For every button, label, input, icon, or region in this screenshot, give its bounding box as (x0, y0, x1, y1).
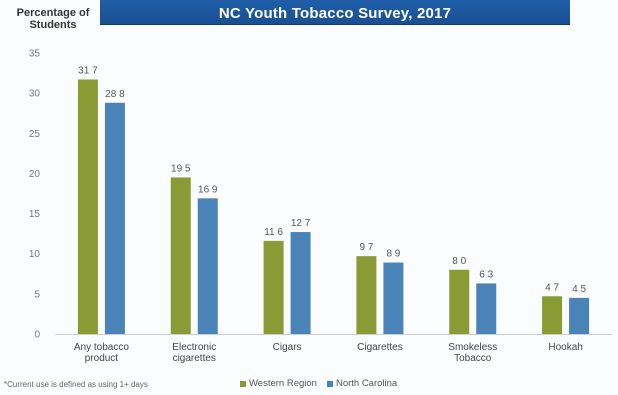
data-label-any-tobacco-product-western-region: 31 7 (78, 65, 98, 76)
footnote: *Current use is defined as using 1+ days (4, 380, 148, 389)
bar-hookah-north-carolina (569, 297, 590, 334)
bar-any-tobacco-product-western-region (77, 79, 98, 334)
data-label-hookah-western-region: 4 7 (545, 282, 559, 293)
legend-item-north-carolina: North Carolina (326, 378, 398, 389)
legend-swatch-north-carolina (326, 380, 333, 387)
data-label-cigars-north-carolina: 12 7 (291, 218, 311, 229)
bar-cigars-western-region (263, 240, 284, 334)
x-tick-label-any-tobacco-product: Any tobacco product (74, 342, 129, 364)
x-tick-label-cigars: Cigars (273, 342, 302, 353)
legend: Western Region North Carolina (240, 378, 397, 389)
x-tick-label-smokeless-tobacco: Smokeless Tobacco (448, 342, 497, 364)
y-tick-label-10: 10 (29, 249, 41, 260)
x-tick-label-line: Any tobacco (74, 342, 129, 353)
bar-electronic-cigarettes-western-region (170, 177, 191, 334)
data-label-any-tobacco-product-north-carolina: 28 8 (105, 89, 125, 100)
x-tick-label-line: Smokeless (448, 342, 497, 353)
data-label-cigarettes-north-carolina: 8 9 (386, 249, 400, 260)
y-tick-label-35: 35 (29, 49, 41, 60)
bar-any-tobacco-product-north-carolina (104, 102, 125, 334)
y-tick-label-25: 25 (29, 129, 41, 140)
y-tick-label-0: 0 (34, 330, 40, 341)
y-tick-label-15: 15 (29, 209, 41, 220)
legend-label-western-region: Western Region (249, 378, 317, 389)
y-tick-label-30: 30 (29, 89, 41, 100)
chart-title: NC Youth Tobacco Survey, 2017 (218, 5, 452, 22)
data-label-electronic-cigarettes-western-region: 19 5 (171, 163, 191, 174)
data-label-cigarettes-western-region: 9 7 (359, 242, 373, 253)
legend-label-north-carolina: North Carolina (335, 378, 398, 389)
bar-hookah-western-region (542, 296, 563, 334)
x-tick-label-line: cigarettes (173, 353, 216, 364)
bar-cigarettes-western-region (356, 256, 377, 334)
x-tick-label-line: product (85, 353, 119, 364)
bar-smokeless-tobacco-north-carolina (476, 283, 497, 334)
x-tick-label-line: Hookah (548, 342, 582, 353)
x-tick-label-line: Electronic (172, 342, 216, 353)
x-tick-label-line: Cigars (273, 342, 302, 353)
x-tick-label-hookah: Hookah (548, 342, 582, 353)
legend-item-western-region: Western Region (240, 378, 317, 389)
data-label-smokeless-tobacco-north-carolina: 6 3 (479, 269, 493, 280)
y-tick-label-5: 5 (34, 289, 40, 300)
data-label-cigars-western-region: 11 6 (264, 227, 283, 238)
bar-smokeless-tobacco-western-region (449, 269, 470, 334)
x-tick-label-line: Tobacco (454, 353, 492, 364)
x-tick-label-line: Cigarettes (357, 342, 403, 353)
data-label-electronic-cigarettes-north-carolina: 16 9 (198, 184, 218, 195)
bar-cigars-north-carolina (290, 232, 311, 334)
legend-swatch-western-region (240, 380, 246, 387)
x-tick-label-cigarettes: Cigarettes (357, 342, 403, 353)
data-label-hookah-north-carolina: 4 5 (572, 284, 586, 295)
data-label-smokeless-tobacco-western-region: 8 0 (452, 256, 466, 267)
y-tick-label-20: 20 (29, 169, 41, 180)
bar-electronic-cigarettes-north-carolina (197, 198, 218, 334)
title-banner: NC Youth Tobacco Survey, 2017 (100, 0, 570, 25)
x-tick-label-electronic-cigarettes: Electronic cigarettes (172, 342, 216, 364)
bar-cigarettes-north-carolina (383, 262, 404, 334)
y-axis-label: Percentage of Students (16, 7, 90, 31)
